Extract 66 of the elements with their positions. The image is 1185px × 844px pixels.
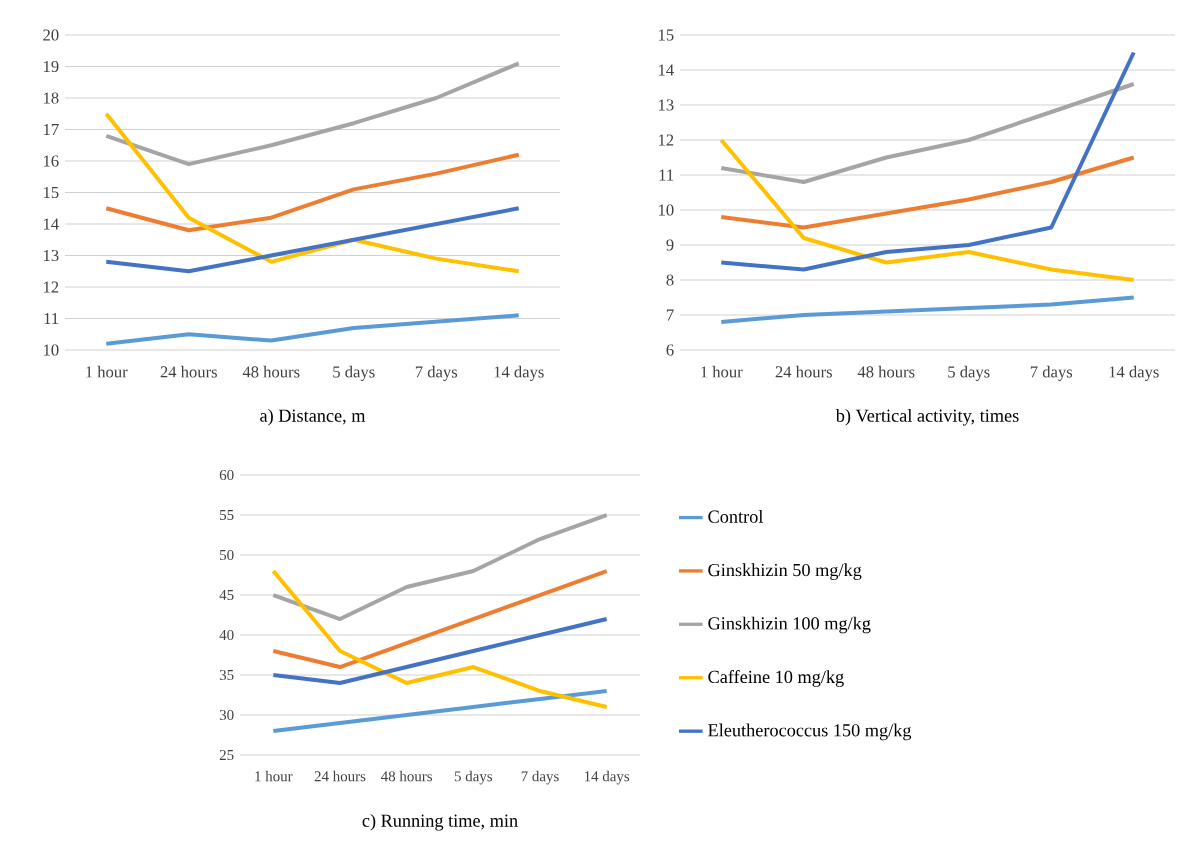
y-tick-label: 8 [666,274,674,286]
y-tick-label: 35 [219,669,234,681]
line-series [271,617,609,686]
legend-label: Caffeine 10 mg/kg [708,670,844,687]
y-tick-label: 11 [659,169,674,181]
line-series [719,82,1136,184]
y-tick-label: 10 [658,204,674,216]
x-tick-label: 1 hour [701,365,743,378]
line-series [719,138,1136,282]
line-series [271,513,609,622]
y-tick-label: 19 [43,60,59,73]
y-tick-label: 16 [43,155,59,167]
y-tick-label: 11 [44,313,59,324]
y-tick-label: 20 [43,29,59,41]
x-tick-label: 48 hours [381,770,433,782]
y-tick-label: 25 [219,749,234,761]
y-tick-label: 60 [219,469,234,481]
y-tick-label: 55 [220,510,234,520]
line-series [271,569,609,710]
y-tick-label: 7 [666,309,674,321]
text: b) Vertical activity, times [835,409,1019,426]
text: c) Running time, min [362,814,518,831]
legend-label: Eleutherococcus 150 mg/kg [708,723,912,741]
y-tick-label: 15 [43,186,59,199]
x-tick-label: 48 hours [242,365,300,378]
text: a) Distance, m [260,409,366,426]
x-tick-label: 5 days [948,365,990,381]
y-tick-label: 45 [219,590,234,601]
y-tick-label: 10 [43,344,59,356]
y-tick-label: 50 [220,549,234,561]
y-tick-label: 6 [666,344,674,356]
x-tick-label: 7 days [521,770,559,785]
x-tick-label: 24 hours [160,365,217,378]
x-tick-label: 5 days [333,365,375,381]
line-series [104,111,521,274]
x-tick-label: 5 days [454,770,493,785]
y-tick-label: 15 [658,29,674,41]
line-series [719,50,1136,272]
line-series [719,155,1136,230]
x-tick-label: 14 days [584,770,630,785]
y-tick-label: 40 [219,629,234,641]
y-tick-label: 12 [43,281,59,293]
y-tick-label: 12 [658,134,674,146]
y-tick-label: 14 [658,64,674,76]
x-tick-label: 24 hours [314,770,366,782]
x-tick-label: 14 days [494,365,544,381]
y-tick-label: 13 [43,249,59,262]
y-tick-label: 14 [43,218,59,230]
x-tick-label: 7 days [415,365,458,381]
y-tick-label: 30 [219,709,234,721]
x-tick-label: 7 days [1030,365,1073,381]
legend-label: Control [708,510,764,523]
legend-label: Ginskhizin 100 mg/kg [708,616,871,634]
legend-label: Ginskhizin 50 mg/kg [708,563,862,580]
y-tick-label: 13 [658,99,674,111]
line-series [719,295,1136,324]
x-tick-label: 24 hours [775,365,832,378]
y-tick-label: 9 [666,239,674,251]
x-tick-label: 48 hours [857,365,915,378]
line-series [104,61,521,167]
x-tick-label: 1 hour [86,365,128,378]
line-series [104,152,521,233]
x-tick-label: 14 days [1109,365,1159,381]
y-tick-label: 18 [43,92,59,104]
y-tick-label: 17 [43,124,59,135]
x-tick-label: 1 hour [255,770,293,782]
